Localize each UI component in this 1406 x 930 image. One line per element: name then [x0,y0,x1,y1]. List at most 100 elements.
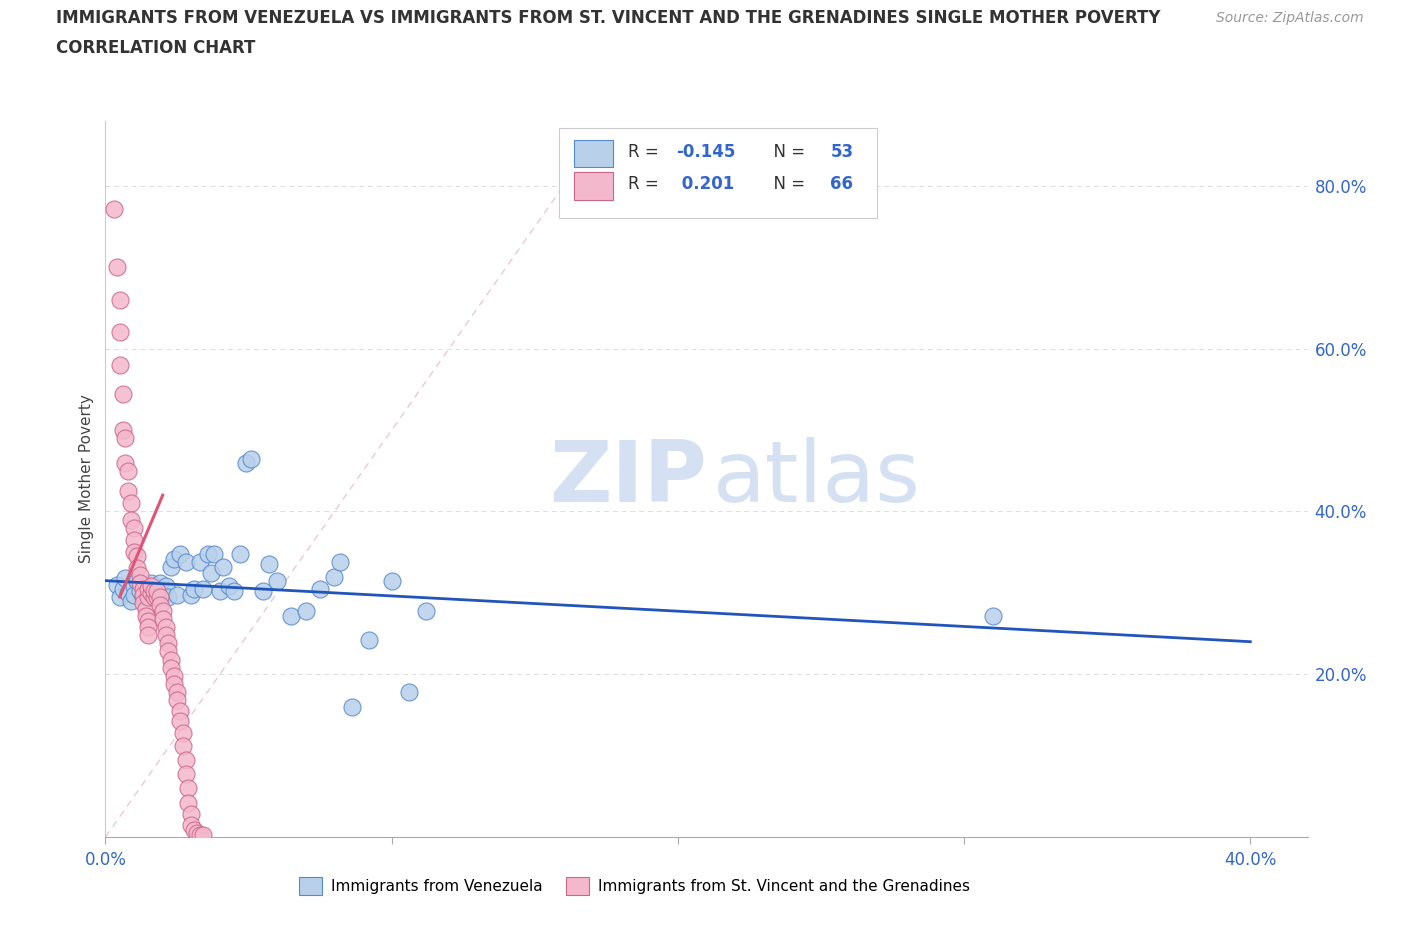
Point [122,521,145,536]
Point [149,576,172,591]
Point [177,781,200,796]
Point [135,602,157,617]
Point [138,590,160,604]
Text: R =: R = [628,142,665,161]
Point [122,587,145,602]
Point [141,578,163,593]
Point [138,619,160,634]
Point [172,725,194,740]
Point [163,551,186,566]
Text: 66: 66 [831,175,853,193]
Point [125,549,148,564]
Point [166,684,188,699]
Point [172,738,194,753]
Text: Source: ZipAtlas.com: Source: ZipAtlas.com [1216,11,1364,25]
Point [357,632,380,647]
Point [131,595,153,610]
Point [117,586,139,601]
Legend: Immigrants from Venezuela, Immigrants from St. Vincent and the Grenadines: Immigrants from Venezuela, Immigrants fr… [292,871,976,901]
Point [160,559,183,574]
Point [252,584,274,599]
Point [415,604,437,618]
Point [240,451,263,466]
Point [177,795,200,810]
Point [155,628,177,643]
Point [340,699,363,714]
Point [146,590,169,604]
Point [157,636,180,651]
Text: R =: R = [628,175,665,193]
Point [218,578,240,593]
Text: CORRELATION CHART: CORRELATION CHART [56,39,256,57]
Point [114,571,136,586]
Text: N =: N = [763,142,810,161]
Point [160,652,183,667]
Point [174,554,197,569]
Point [108,292,131,307]
Point [169,703,191,718]
Point [224,584,246,599]
Point [229,547,252,562]
Point [280,608,302,623]
Text: 0.201: 0.201 [676,175,735,193]
Point [329,554,352,569]
Point [191,828,214,843]
Point [174,766,197,781]
Point [143,590,166,604]
Point [131,590,153,604]
Point [105,259,128,275]
Point [381,573,404,588]
Point [122,533,145,548]
Point [117,484,139,498]
Point [169,714,191,729]
Point [183,823,205,838]
Point [266,573,288,588]
Point [131,581,153,596]
Point [186,826,208,841]
Point [125,561,148,576]
Point [128,584,150,599]
Text: IMMIGRANTS FROM VENEZUELA VS IMMIGRANTS FROM ST. VINCENT AND THE GRENADINES SING: IMMIGRANTS FROM VENEZUELA VS IMMIGRANTS … [56,9,1161,27]
Point [122,545,145,560]
Point [152,612,174,627]
Point [128,567,150,582]
Point [309,581,332,596]
Point [131,587,153,602]
Point [138,586,160,601]
Point [138,614,160,629]
Text: -0.145: -0.145 [676,142,735,161]
Point [114,455,136,470]
Point [211,559,233,574]
Point [111,422,134,438]
Point [188,827,211,842]
Point [105,578,128,592]
Bar [574,140,613,167]
Point [180,817,202,832]
Point [188,554,211,569]
Bar [574,172,613,200]
Point [146,584,169,599]
Text: 53: 53 [831,142,853,161]
Point [155,619,177,634]
Point [128,576,150,591]
Point [191,581,214,596]
FancyBboxPatch shape [558,128,877,218]
Point [122,578,145,593]
Point [180,807,202,822]
Point [149,590,172,604]
Point [135,608,157,623]
Point [141,576,163,591]
Point [160,660,183,675]
Point [323,569,346,584]
Point [235,455,257,470]
Point [208,584,231,599]
Point [143,590,166,604]
Point [157,590,180,604]
Point [111,386,134,401]
Point [202,547,225,562]
Point [120,593,142,608]
Point [157,644,180,658]
Point [146,581,169,596]
Text: ZIP: ZIP [548,437,707,521]
Point [120,496,142,511]
